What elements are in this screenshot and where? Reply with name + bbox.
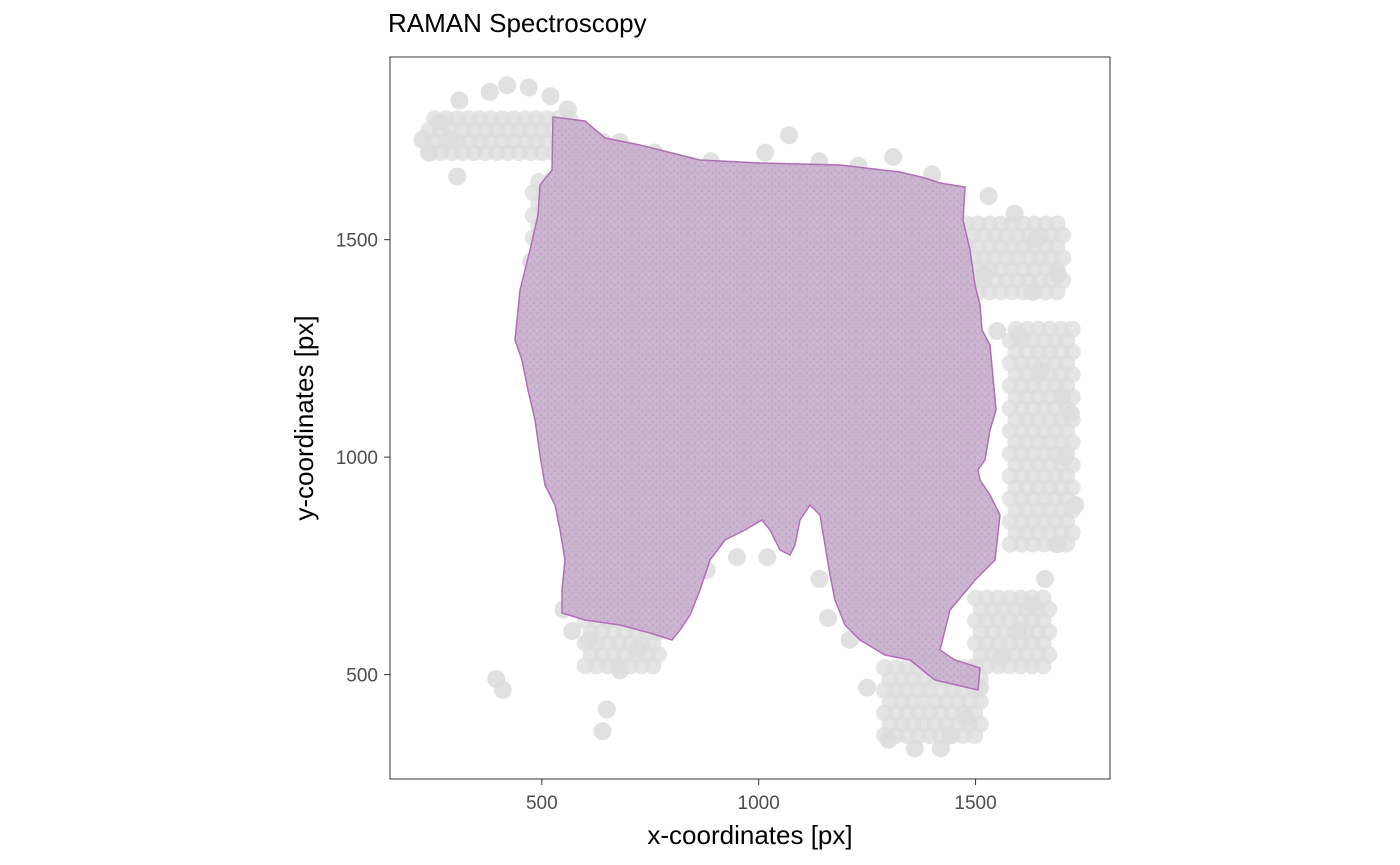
spot-point [988,322,1007,341]
y-tick-label: 1500 [336,231,378,252]
spot-point [498,76,517,95]
x-tick-label: 1500 [954,793,996,814]
spot-point [597,700,616,719]
axes-layer: 500 1000 1500 500 1000 1500 [336,231,997,814]
x-axis-label: x-coordinates [px] [647,820,852,850]
spot-point [780,126,799,145]
spot-point [450,91,469,110]
spot-point [448,167,467,186]
spot-point [979,187,998,206]
spot-point [493,680,512,699]
spot-point [884,148,903,167]
spot-point [541,87,560,106]
tissue-image [514,116,1001,691]
spot-point [727,548,746,567]
spot-point [593,722,612,741]
tissue-layer [514,116,1001,691]
spot-point [1034,589,1052,607]
spot-point [810,569,829,588]
spot-point [519,78,538,97]
spot-point [905,739,924,758]
spot-point [1048,215,1066,233]
spot-point [1063,320,1081,338]
spot-point [563,622,582,641]
y-tick-label: 1000 [336,448,378,469]
spot-point [1035,569,1054,588]
x-tick-label: 1000 [738,793,780,814]
spot-point [819,609,838,628]
x-tick-label: 500 [526,793,558,814]
spot-point [858,678,877,697]
spot-point [480,82,499,101]
spot-point [756,143,775,162]
chart-title: RAMAN Spectroscopy [388,8,647,38]
spot-point [758,548,777,567]
spot-point [931,739,950,758]
y-tick-label: 500 [346,666,378,687]
y-axis-label: y-coordinates [px] [289,315,319,520]
panel-border [389,56,1111,780]
